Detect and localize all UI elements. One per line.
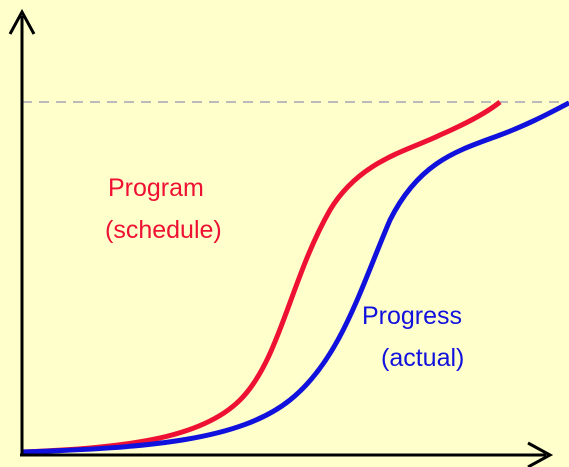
program-curve — [21, 100, 502, 455]
program-sublabel: (schedule) — [105, 216, 222, 244]
y-axis-arrow — [8, 8, 36, 35]
progress-sublabel: (actual) — [381, 344, 464, 372]
program-label: Program — [108, 174, 204, 202]
progress-curve — [21, 100, 569, 455]
progress-label: Progress — [362, 302, 462, 330]
x-axis-arrow — [527, 441, 554, 467]
